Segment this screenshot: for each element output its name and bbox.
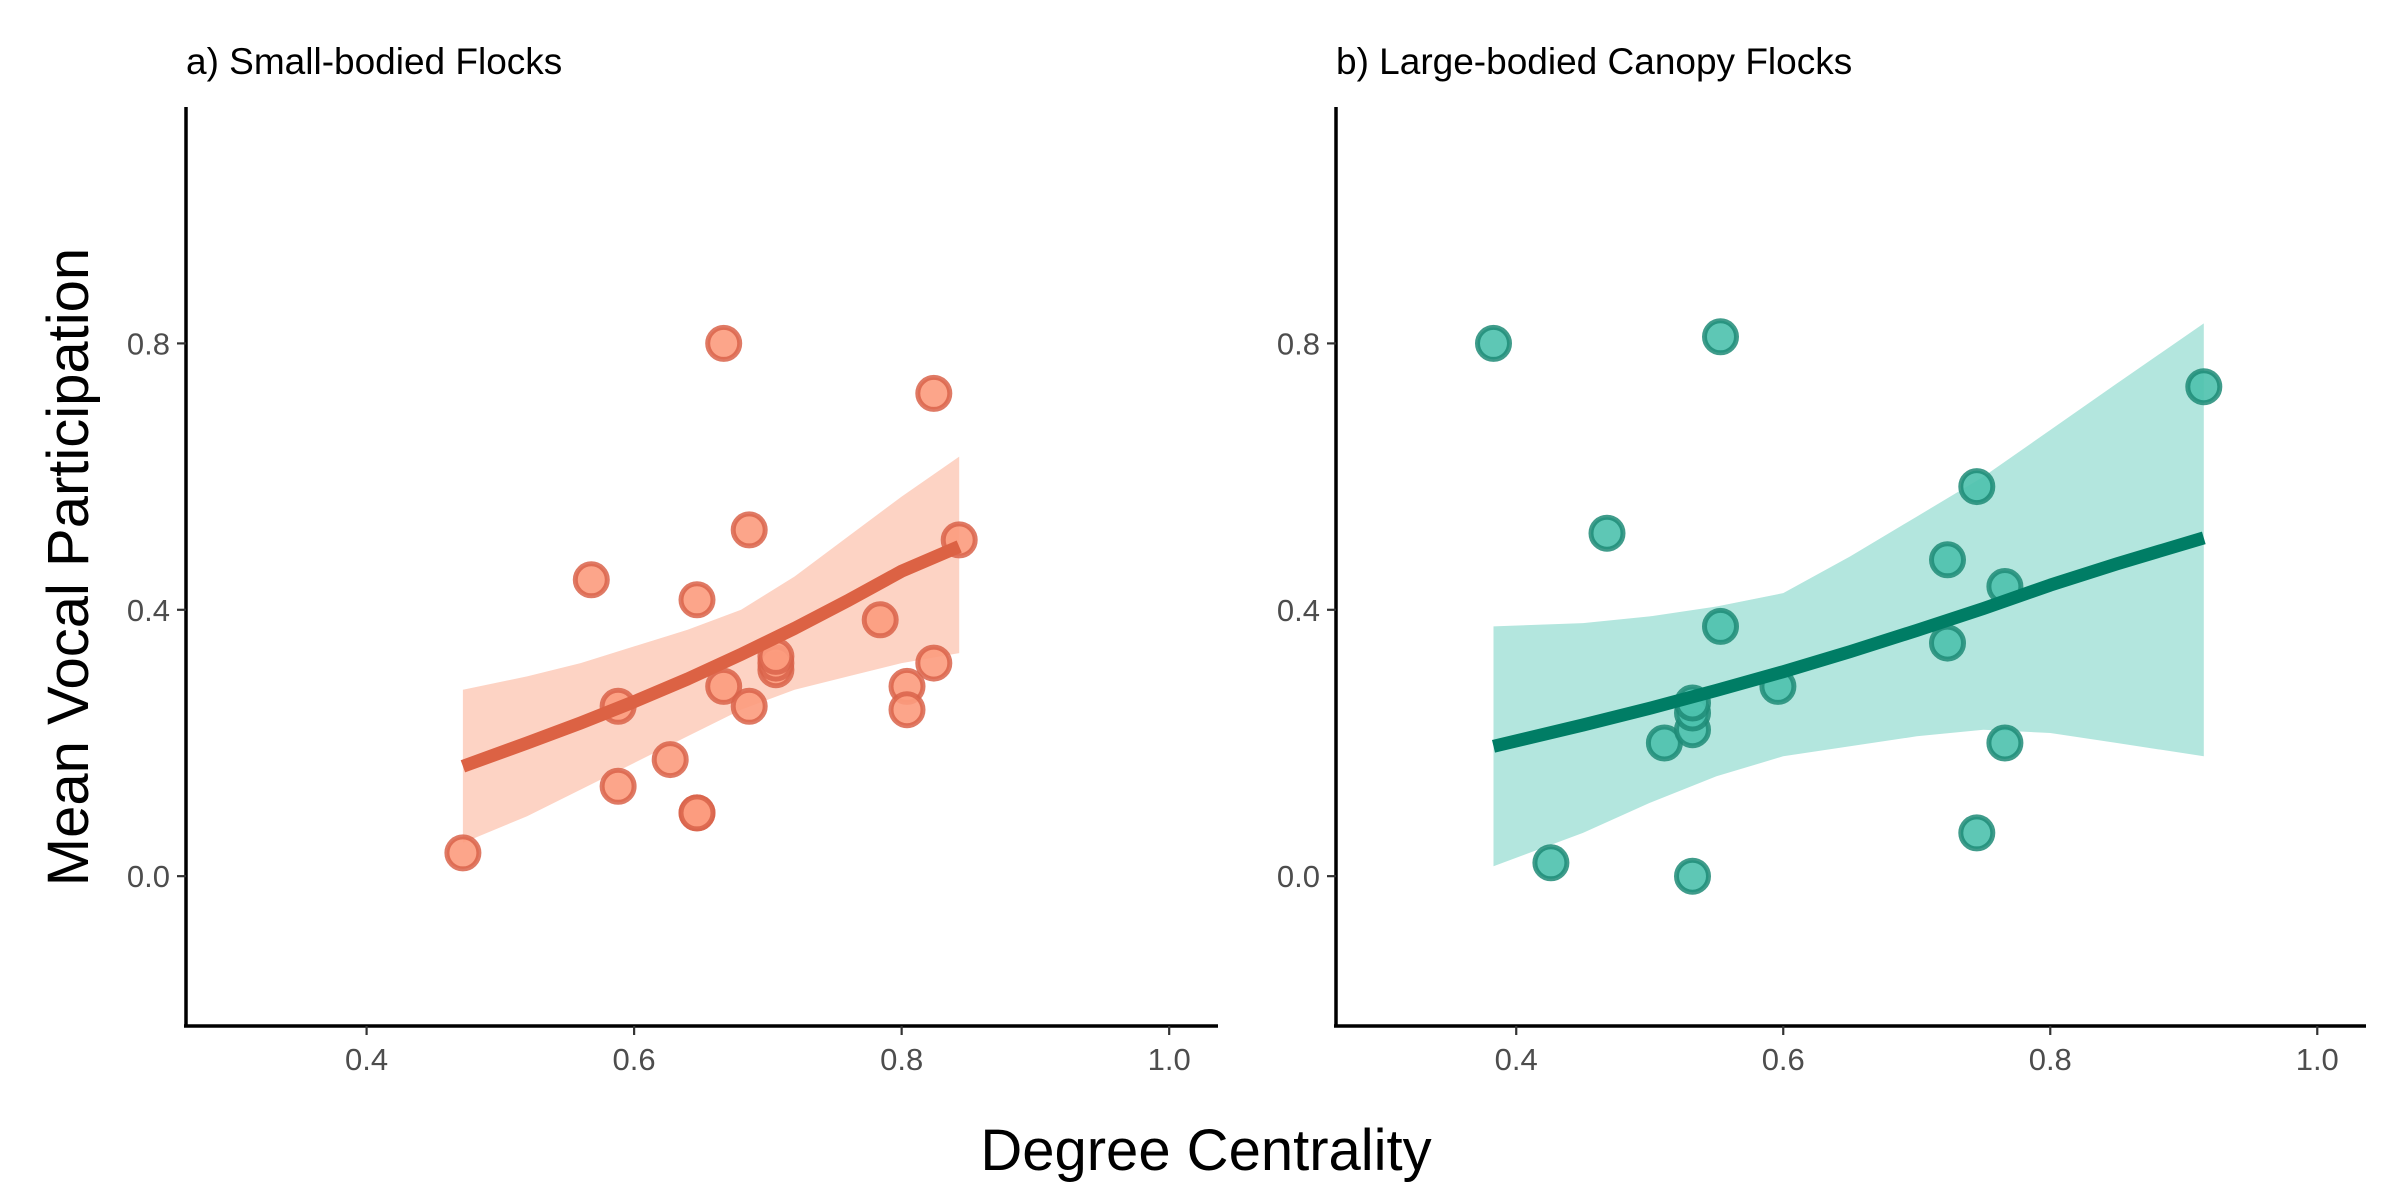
y-ticks-a: 0.0 0.4 0.8 [127,326,186,894]
data-point-a-8 [705,324,743,362]
fit-line-b [1491,531,2206,753]
data-point-b-12 [1929,624,1966,662]
y-tick-label-a-1: 0.4 [127,593,170,628]
x-ticks-a: 0.4 0.6 0.8 1.0 [345,1026,1191,1077]
data-point-a-1 [572,561,610,599]
confidence-band-a [462,456,960,843]
y-tick-label-b-1: 0.4 [1277,593,1320,628]
data-point-b-13 [1958,468,1996,506]
data-point-b-11 [1929,541,1966,579]
y-ticks-b: 0.0 0.4 0.8 [1277,326,1336,894]
data-point-a-9 [705,667,743,705]
data-point-a-5 [678,581,716,619]
fit-line-path-a [460,540,962,773]
fit-line-a [460,540,962,773]
data-point-b-4 [1674,857,1711,895]
panel-title-b: b) Large-bodied Canopy Flocks [1336,41,1852,82]
panel-small-bodied: a) Small-bodied Flocks 0.00.40.8 0.4 0.6 0… [127,41,1218,1077]
data-point-a-0 [444,834,482,872]
confidence-band-area-a [462,456,960,843]
data-point-b-17 [2185,368,2223,406]
data-point-b-1 [1532,844,1570,882]
y-tick-label-b-2: 0.8 [1277,326,1320,361]
data-point-a-3 [599,767,637,805]
x-tick-label-b-3: 1.0 [2296,1042,2339,1077]
fit-line-path-b [1491,531,2206,753]
data-point-a-18 [915,644,953,682]
data-point-b-16 [1986,724,2024,762]
y-axis-title: Mean Vocal Participation [36,248,101,886]
data-point-a-7 [678,794,716,832]
panel-large-bodied: b) Large-bodied Canopy Flocks 0.00.40.8 … [1277,41,2366,1077]
x-tick-label-a-0: 0.4 [345,1042,388,1077]
data-point-a-10 [730,511,768,549]
data-point-b-2 [1588,514,1626,552]
panel-title-a: a) Small-bodied Flocks [186,41,562,82]
x-tick-label-b-2: 0.8 [2029,1042,2072,1077]
x-tick-label-a-3: 1.0 [1148,1042,1191,1077]
y-tick-label-b-0: 0.0 [1277,859,1320,894]
data-point-a-11 [730,687,768,725]
data-point-b-9 [1702,607,1739,645]
y-tick-label-a-0: 0.0 [127,859,170,894]
data-point-b-8 [1702,318,1739,356]
x-tick-label-a-2: 0.8 [880,1042,923,1077]
x-tick-label-a-1: 0.6 [613,1042,656,1077]
data-point-a-4 [651,741,689,779]
data-point-b-0 [1475,324,1512,362]
data-point-b-14 [1958,814,1996,852]
y-tick-label-a-2: 0.8 [127,326,170,361]
data-point-a-19 [915,374,953,412]
data-point-a-17 [888,691,926,729]
x-tick-label-b-1: 0.6 [1762,1042,1805,1077]
x-axis-title: Degree Centrality [980,1118,1431,1183]
data-point-a-15 [861,601,899,639]
x-ticks-b: 0.4 0.6 0.8 1.0 [1495,1026,2339,1077]
x-tick-label-b-0: 0.4 [1495,1042,1538,1077]
